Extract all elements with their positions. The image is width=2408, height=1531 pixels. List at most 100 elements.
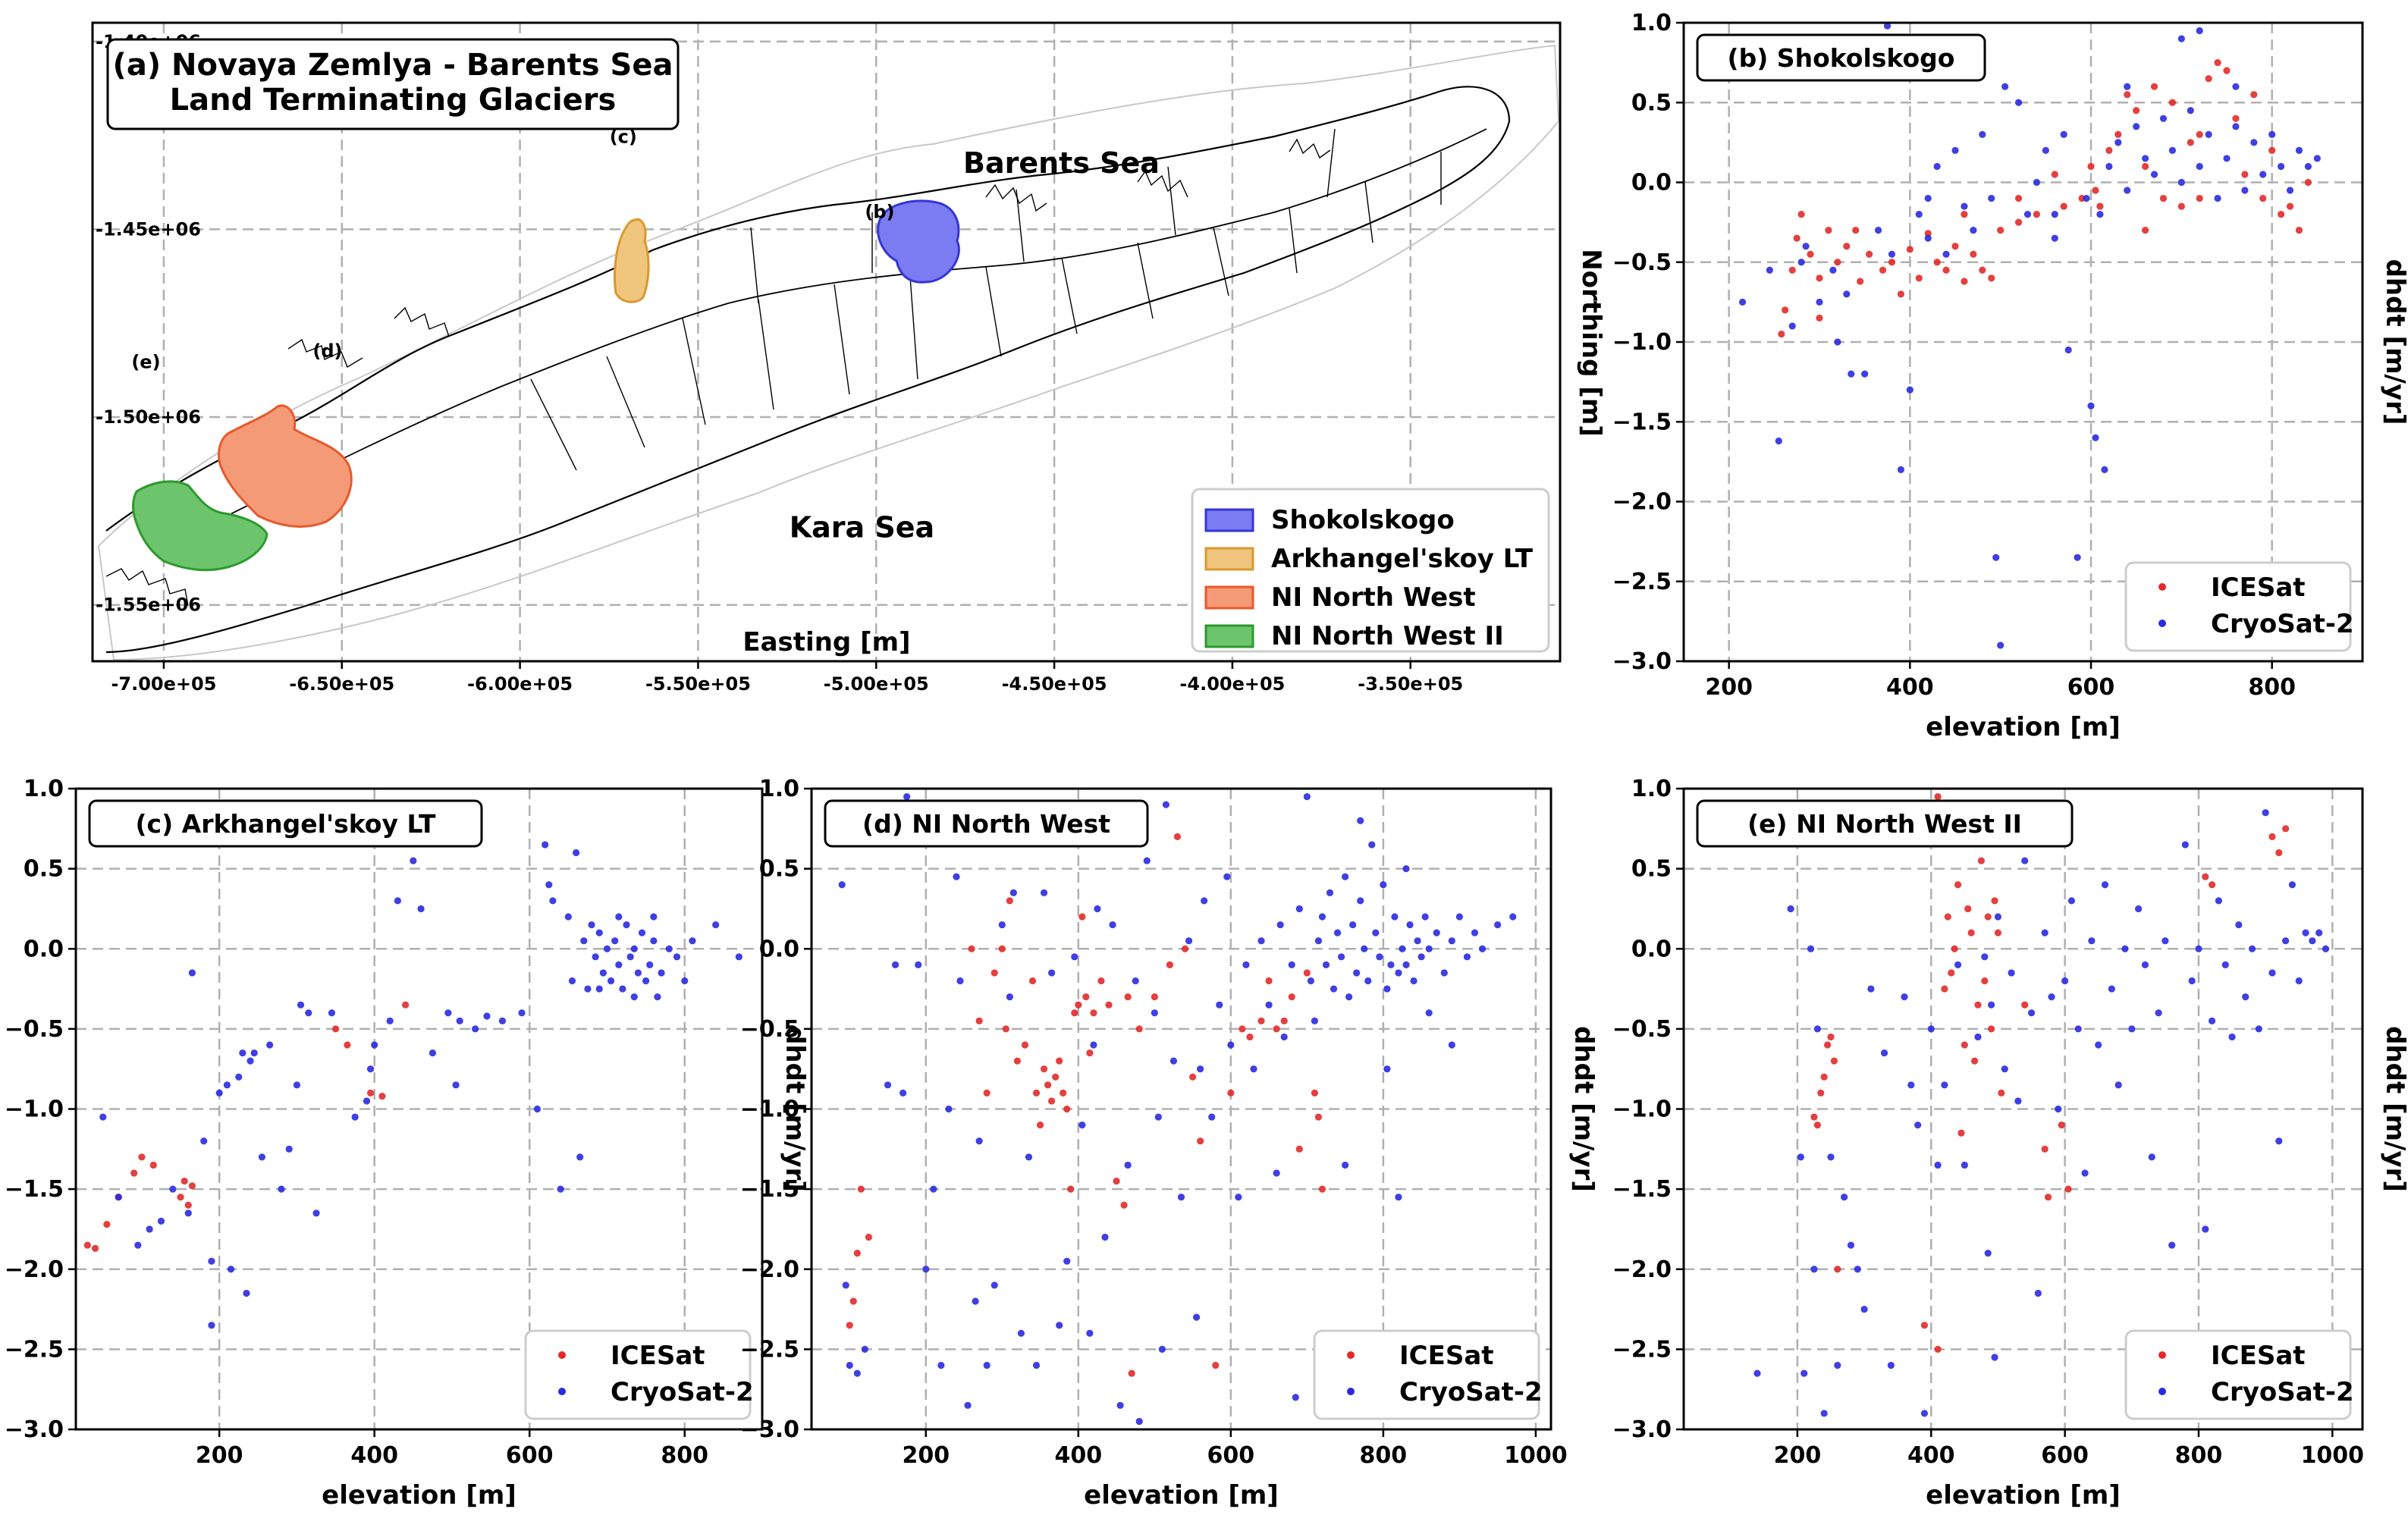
- e-cryosat2-point-18: [1907, 1081, 1915, 1089]
- d-icesat-point-31: [1097, 977, 1105, 985]
- e-cryosat2-point-70: [2242, 993, 2249, 1001]
- e-cryosat2-point-34: [2001, 1065, 2008, 1073]
- c-cryosat2-point-46: [545, 881, 553, 889]
- d-icesat-point-52: [1288, 993, 1295, 1001]
- d-cryosat2-point-66: [1292, 1394, 1299, 1401]
- c-cryosat2-point-78: [712, 921, 720, 929]
- b-icesat-point-36: [2124, 91, 2131, 99]
- map-legend-swatch-3: [1204, 624, 1254, 648]
- map-xtick-label-6: -4.00e+05: [1179, 673, 1285, 695]
- d-cryosat2-point-36: [1101, 1233, 1109, 1241]
- e-cryosat2-point-49: [2101, 881, 2109, 889]
- map-legend-label-3: NI North West II: [1271, 621, 1504, 651]
- b-icesat-point-7: [1825, 227, 1832, 234]
- b-icesat-point-47: [2223, 67, 2231, 74]
- c-cryosat2-point-44: [533, 1105, 542, 1113]
- c-cryosat2-point-33: [394, 897, 401, 905]
- d-cryosat2-point-17: [972, 1297, 979, 1305]
- panel-e-scatter: 200 400 600 800 1000 1.0 0.5 0.0 −0.5 −1.0 −1.5 −2.…: [1612, 776, 2408, 1511]
- e-icesat-point-22: [1977, 857, 1985, 864]
- c-cryosat2-point-68: [638, 929, 646, 936]
- map-ticks: -7.00e+05 -6.50e+05 -6.00e+05 -5.50e+05 -5.0…: [96, 31, 1463, 695]
- d-cryosat2-point-9: [915, 961, 922, 968]
- e-icesat-point-20: [1970, 1057, 1979, 1065]
- b-icesat-point-4: [1797, 211, 1805, 218]
- map-xtick-label-5: -4.50e+05: [1002, 673, 1107, 695]
- map-ytick-label-3: -1.55e+06: [96, 595, 201, 616]
- b-cryosat2-point-23: [1988, 194, 1995, 202]
- d-cryosat2-point-62: [1273, 1169, 1280, 1177]
- e-cryosat2-point-6: [1813, 1025, 1821, 1033]
- d-icesat-point-8: [991, 969, 998, 977]
- c-cryosat2-point-9: [208, 1257, 215, 1265]
- e-icesat-point-19: [1967, 929, 1975, 936]
- d-icesat-point-14: [1028, 977, 1037, 985]
- b-cryosat2-point-66: [1924, 194, 1932, 202]
- d-cryosat2-point-4: [861, 1345, 868, 1353]
- e-icesat-point-11: [1941, 985, 1948, 993]
- d-cryosat2-point-71: [1314, 937, 1323, 945]
- d-ytick-label-7: −2.5: [740, 1336, 799, 1363]
- b-icesat-point-32: [2092, 187, 2099, 194]
- b-cryosat2-point-29: [2033, 178, 2040, 187]
- b-icesat-point-29: [2060, 202, 2067, 210]
- e-cryosat2-point-55: [2141, 961, 2149, 968]
- d-icesat-point-47: [1246, 1033, 1254, 1041]
- e-icesat-point-10: [1934, 792, 1942, 801]
- e-cryosat2-point-0: [1753, 1369, 1761, 1377]
- map-ytick-label-1: -1.45e+06: [96, 218, 201, 240]
- d-icesat-point-15: [1032, 1089, 1041, 1096]
- d-icesat-point-44: [1212, 1361, 1220, 1369]
- d-ytick-label-1: 0.5: [759, 856, 799, 883]
- e-cryosat2-point-11: [1847, 1241, 1855, 1249]
- d-cryosat2-point-65: [1288, 961, 1295, 968]
- d-icesat-point-0: [846, 1322, 853, 1329]
- d-cryosat2-point-32: [1078, 1122, 1086, 1129]
- d-icesat-point-1: [849, 1297, 857, 1305]
- b-cryosat2-point-39: [2101, 466, 2108, 474]
- c-cryosat2-point-1: [115, 1194, 122, 1201]
- e-cryosat2-point-46: [2081, 1169, 2089, 1177]
- d-cryosat2-point-77: [1337, 953, 1345, 961]
- e-cryosat2-point-20: [1920, 1410, 1929, 1417]
- b-icesat-point-15: [1906, 246, 1914, 253]
- c-title-box: [88, 799, 483, 848]
- c-cryosat2-point-14: [235, 1073, 243, 1081]
- d-cryosat2-point-49: [1185, 937, 1193, 945]
- map-xtick-label-4: -5.00e+05: [824, 673, 929, 695]
- e-cryosat2-point-21: [1927, 1025, 1935, 1033]
- d-cryosat2-point-59: [1250, 1065, 1257, 1073]
- b-icesat-point-58: [1852, 227, 1860, 234]
- e-icesat-point-2: [1817, 1089, 1825, 1096]
- d-icesat-point-13: [1021, 1041, 1029, 1049]
- d-cryosat2-point-41: [1135, 1417, 1143, 1426]
- d-frame: [810, 787, 1552, 1431]
- fjord-detail: [105, 138, 1331, 607]
- d-icesat-point-12: [1013, 1057, 1021, 1065]
- b-title-box: [1696, 33, 1986, 82]
- b-cryosat2-point-0: [1738, 298, 1747, 306]
- d-icesat-point-33: [1113, 1177, 1120, 1185]
- c-icesat-point-1: [91, 1244, 99, 1252]
- d-cryosat2-point-109: [1509, 913, 1517, 921]
- b-cryosat2-point-60: [2286, 187, 2294, 194]
- e-cryosat2-point-26: [1961, 1161, 1968, 1169]
- c-cryosat2-point-55: [588, 921, 595, 929]
- e-ytick-label-6: −2.0: [1612, 1256, 1672, 1283]
- b-cryosat2-point-50: [2196, 162, 2203, 171]
- e-title-box: [1696, 799, 2074, 848]
- e-cryosat2-point-64: [2202, 1225, 2209, 1233]
- map-xtick-label-1: -6.50e+05: [289, 673, 394, 695]
- d-icesat-point-22: [1060, 1089, 1067, 1096]
- e-cryosat2-point-3: [1801, 1369, 1808, 1377]
- d-cryosat2-point-40: [1132, 977, 1139, 985]
- d-cryosat2-point-34: [1090, 1041, 1097, 1049]
- e-cryosat2-point-4: [1807, 945, 1815, 952]
- b-icesat-point-31: [2087, 162, 2095, 171]
- b-cryosat2-point-1: [1766, 266, 1773, 274]
- b-icesat-point-57: [1816, 314, 1823, 322]
- c-cryosat2-point-67: [634, 969, 642, 977]
- e-icesat-point-9: [1934, 1345, 1942, 1353]
- e-cryosat2-point-68: [2228, 1033, 2236, 1041]
- e-icesat-point-17: [1961, 1041, 1968, 1049]
